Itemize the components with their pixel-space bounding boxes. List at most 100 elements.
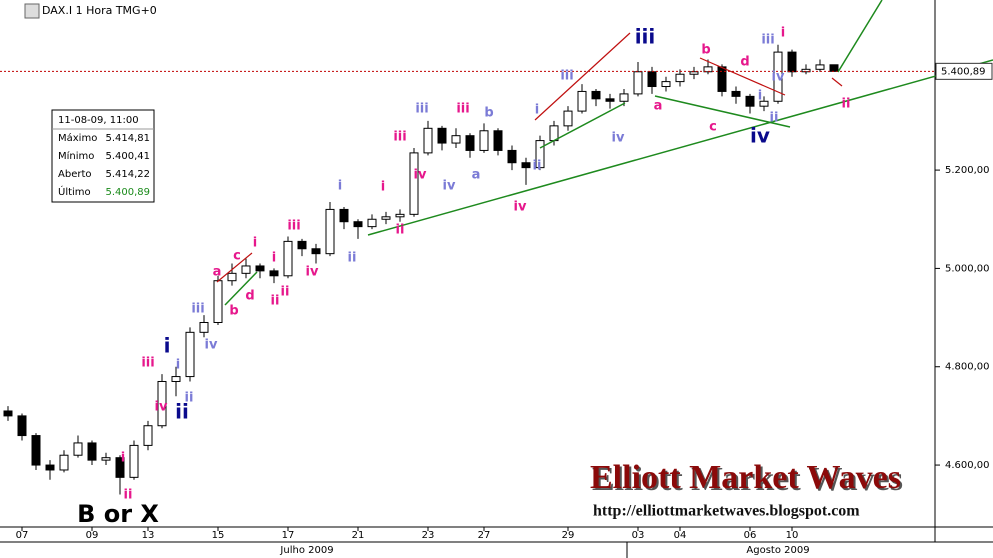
wave-label: ii (271, 294, 280, 309)
x-tick-label: 21 (352, 530, 365, 541)
candle-body (115, 457, 125, 478)
candle-body (661, 81, 671, 88)
candle-body (87, 442, 97, 461)
x-tick-label: 17 (282, 530, 295, 541)
wave-label: i (381, 180, 385, 195)
candle-body (465, 135, 475, 151)
candle-body (829, 64, 839, 72)
trend-line (699, 57, 786, 96)
info-value: 5.414,22 (105, 169, 150, 180)
x-tick-label: 09 (86, 530, 99, 541)
chart-title: DAX.I 1 Hora TMG+0 (42, 4, 157, 17)
trend-line (224, 271, 258, 306)
info-key: Último (58, 185, 91, 198)
trend-line (216, 252, 253, 283)
candle-body (241, 265, 251, 274)
wave-label: iii (456, 102, 469, 117)
candle-body (45, 464, 55, 471)
wave-label: iv (205, 338, 218, 353)
wave-label: iii (393, 130, 406, 145)
trend-line (837, 0, 883, 73)
wave-label: ii (281, 285, 290, 300)
candle-body (507, 149, 517, 164)
symbol-icon[interactable] (24, 3, 40, 19)
candle-body (479, 130, 489, 151)
wave-label: b (484, 106, 493, 121)
candle-body (395, 213, 405, 218)
candle-body (367, 218, 377, 228)
info-value: 5.400,41 (105, 151, 150, 162)
candle-body (381, 216, 391, 220)
wave-label: ii (770, 111, 779, 126)
candle-body (745, 95, 755, 107)
x-tick-label: 13 (142, 530, 155, 541)
candle-body (521, 162, 531, 169)
y-tick-label: 5.000,00 (945, 263, 990, 274)
info-date: 11-08-09, 11:00 (58, 115, 139, 126)
trend-line (654, 95, 791, 128)
candle-body (577, 90, 587, 112)
candle-body (59, 454, 69, 471)
candle-body (633, 71, 643, 95)
candle-body (17, 415, 27, 437)
wave-label: i (253, 236, 257, 251)
trend-line (367, 59, 993, 236)
last-price-box (935, 62, 993, 80)
wave-label: i (121, 451, 125, 466)
info-key: Mínimo (58, 150, 94, 162)
trend-line (534, 32, 631, 121)
x-tick-label: 04 (674, 530, 687, 541)
wave-label: iii (761, 33, 774, 48)
candle-body (591, 90, 601, 100)
wave-label: ii (533, 159, 542, 174)
candle-body (31, 435, 41, 466)
wave-label: i (758, 89, 762, 104)
candle-body (619, 93, 629, 102)
wave-label: b (229, 304, 238, 319)
candle-body (325, 208, 335, 255)
candle-body (423, 127, 433, 154)
candle-body (3, 410, 13, 417)
wave-label: i (535, 103, 539, 118)
wave-label: ii (124, 488, 133, 503)
wave-label: a (654, 99, 663, 114)
x-tick-label: 15 (212, 530, 225, 541)
y-tick-label: 4.800,00 (945, 362, 990, 373)
x-tick-label: 10 (786, 530, 799, 541)
month-label: Agosto 2009 (746, 545, 809, 556)
wave-label: c (709, 120, 717, 135)
candle-body (171, 376, 181, 382)
info-key: Aberto (58, 169, 92, 180)
url: http://elliottmarketwaves.blogspot.com (593, 503, 860, 520)
wave-label: i (781, 26, 785, 41)
candle-body (129, 444, 139, 478)
x-tick-label: 23 (422, 530, 435, 541)
candle-body (297, 240, 307, 250)
wave-label: iv (514, 200, 527, 215)
wave-label: iii (560, 69, 573, 84)
x-tick-label: 27 (478, 530, 491, 541)
wave-label: i (338, 179, 342, 194)
trend-line (539, 102, 626, 149)
wave-label: ii (185, 391, 194, 406)
x-tick-label: 06 (744, 530, 757, 541)
info-value: 5.414,81 (105, 133, 150, 144)
wave-label: d (740, 55, 749, 70)
candle-body (717, 66, 727, 92)
wave-label: iii (415, 102, 428, 117)
candle-body (759, 100, 769, 107)
wave-labels: i ii iii iv i ii i ii iii iv a b c d i i… (77, 25, 850, 529)
wave-label: B or X (77, 500, 159, 528)
wave-label: i (164, 334, 171, 358)
wave-label: ii (396, 223, 405, 238)
x-tick-label: 07 (16, 530, 29, 541)
watermark-shadow: Elliott Market Waves (592, 461, 903, 498)
candle-body (731, 90, 741, 97)
candle-body (353, 221, 363, 228)
candle-body (787, 51, 797, 73)
candle-body (143, 425, 153, 446)
candle-body (437, 127, 447, 144)
candle-body (563, 110, 573, 127)
